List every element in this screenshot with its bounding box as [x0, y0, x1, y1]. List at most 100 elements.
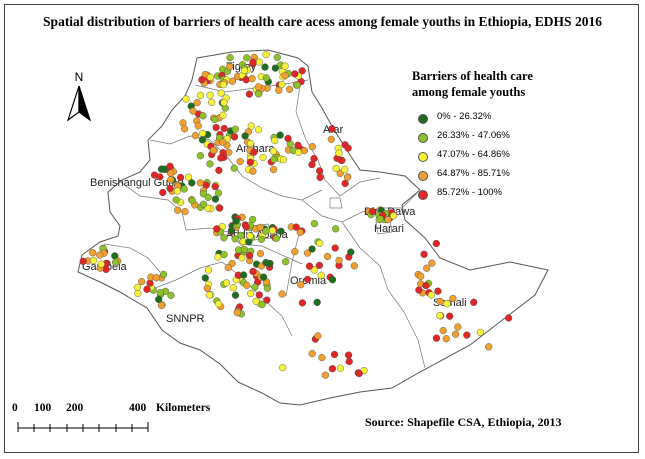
survey-point	[232, 217, 240, 225]
survey-point	[281, 71, 289, 80]
survey-point	[308, 161, 316, 169]
survey-point	[215, 300, 223, 308]
survey-point	[273, 53, 281, 61]
survey-point	[432, 334, 441, 342]
survey-point	[256, 250, 265, 258]
survey-point	[194, 122, 202, 130]
survey-point	[176, 173, 185, 182]
survey-point	[314, 332, 322, 340]
survey-point	[318, 354, 326, 362]
survey-point	[246, 158, 254, 166]
survey-point	[262, 50, 270, 59]
survey-point	[308, 143, 317, 151]
survey-point	[417, 272, 425, 280]
legend-item-class1: 0% - 26.32%	[418, 110, 612, 129]
survey-point	[446, 312, 454, 320]
legend-dot-icon	[418, 133, 428, 143]
survey-point	[237, 231, 245, 240]
survey-point	[303, 249, 312, 257]
survey-point	[206, 73, 214, 82]
survey-point	[146, 279, 154, 287]
survey-point	[310, 220, 319, 228]
survey-point	[343, 173, 352, 181]
survey-point	[247, 289, 255, 298]
survey-point	[248, 74, 256, 83]
survey-point	[305, 262, 314, 270]
legend-label: 0% - 26.32%	[437, 111, 492, 122]
survey-point	[111, 258, 120, 266]
survey-point	[297, 281, 305, 289]
survey-point	[159, 270, 168, 279]
survey-point	[313, 298, 321, 307]
survey-point	[243, 281, 251, 290]
survey-point	[220, 234, 228, 242]
survey-point	[345, 357, 353, 366]
survey-point	[205, 291, 214, 299]
survey-point	[184, 173, 193, 181]
survey-point	[428, 259, 436, 267]
survey-point	[213, 225, 221, 233]
survey-point	[224, 264, 232, 272]
survey-point	[298, 67, 306, 75]
survey-point	[199, 129, 207, 138]
survey-point	[198, 76, 206, 84]
survey-points	[79, 50, 513, 379]
survey-point	[260, 273, 268, 281]
survey-point	[96, 251, 104, 259]
survey-point	[241, 132, 249, 140]
survey-point	[215, 166, 223, 174]
survey-point	[166, 162, 174, 170]
survey-point	[323, 252, 332, 261]
survey-point	[226, 62, 234, 71]
survey-point	[279, 156, 288, 164]
survey-point	[317, 271, 325, 279]
survey-point	[255, 90, 263, 98]
survey-point	[271, 64, 280, 72]
survey-point	[143, 285, 151, 293]
survey-point	[189, 107, 197, 115]
survey-point	[196, 152, 205, 160]
survey-point	[328, 276, 337, 284]
survey-point	[247, 122, 255, 130]
survey-point	[261, 63, 269, 71]
survey-point	[434, 287, 442, 295]
survey-point	[206, 91, 214, 99]
survey-point	[254, 83, 263, 91]
survey-point	[219, 111, 227, 119]
survey-point	[102, 265, 110, 274]
survey-point	[285, 85, 294, 93]
survey-point	[427, 291, 435, 299]
survey-point	[271, 136, 279, 145]
north-arrow: N	[64, 70, 94, 132]
survey-point	[432, 239, 440, 248]
survey-point	[246, 252, 254, 260]
legend-title-line2: among female youths	[412, 85, 526, 99]
survey-point	[269, 226, 277, 235]
survey-point	[191, 132, 200, 140]
survey-point	[330, 350, 339, 359]
legend-item-class3: 47.07% - 64.86%	[418, 148, 612, 167]
survey-point	[216, 204, 224, 212]
survey-point	[332, 225, 340, 233]
survey-point	[436, 297, 444, 306]
survey-point	[255, 291, 263, 299]
survey-point	[220, 124, 228, 133]
survey-point	[304, 275, 312, 284]
survey-point	[452, 330, 460, 338]
survey-point	[166, 184, 174, 193]
survey-point	[229, 284, 237, 292]
survey-point	[384, 216, 392, 224]
survey-point	[247, 140, 255, 148]
north-arrow-icon	[66, 85, 92, 122]
survey-point	[335, 149, 343, 157]
survey-point	[208, 98, 216, 107]
survey-point	[420, 250, 428, 258]
survey-point	[321, 371, 330, 379]
region-label-harari: Harari	[374, 223, 404, 235]
survey-point	[245, 238, 253, 246]
survey-point	[436, 312, 444, 320]
survey-point	[316, 173, 324, 182]
survey-point	[277, 227, 285, 235]
survey-point	[156, 173, 164, 181]
survey-point	[282, 258, 290, 266]
